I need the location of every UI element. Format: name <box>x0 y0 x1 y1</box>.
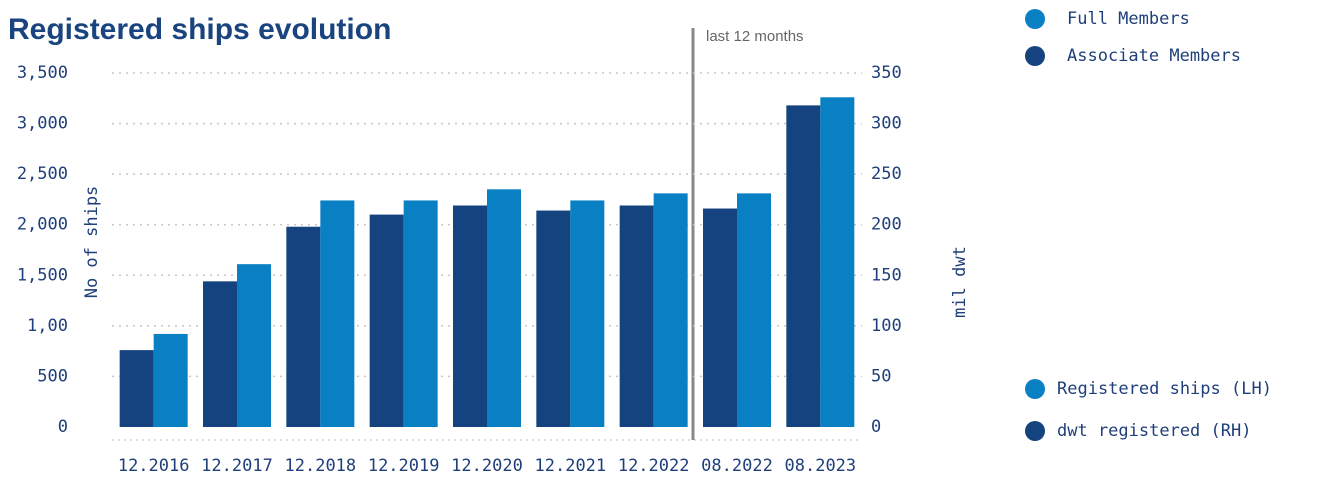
y-tick-label: 1,00 <box>27 316 68 336</box>
chart-title: Registered ships evolution <box>8 13 391 46</box>
x-tick-label: 12.2019 <box>368 456 440 476</box>
legend-label: dwt registered (RH) <box>1057 421 1251 441</box>
bar <box>203 281 237 427</box>
bar <box>786 105 821 427</box>
y-axis-label: No of ships <box>82 186 102 299</box>
y2-tick-label: 100 <box>871 316 902 336</box>
x-tick-label: 08.2022 <box>701 456 773 476</box>
y-tick-label: 2,500 <box>17 164 68 184</box>
x-tick-label: 12.2016 <box>118 456 190 476</box>
y-tick-label: 0 <box>58 417 68 437</box>
bar <box>703 208 737 427</box>
bar <box>820 97 855 427</box>
bar <box>653 193 688 427</box>
bar <box>237 264 271 427</box>
legend-swatch <box>1025 379 1045 399</box>
y-tick-label: 3,500 <box>17 63 68 83</box>
y2-tick-label: 350 <box>871 63 902 83</box>
legend-label: Associate Members <box>1067 46 1241 66</box>
y2-tick-label: 250 <box>871 164 902 184</box>
legend-swatch <box>1025 421 1045 441</box>
x-tick-label: 12.2018 <box>285 456 357 476</box>
bar <box>286 226 321 427</box>
bar <box>487 189 521 427</box>
legend-swatch <box>1025 46 1045 66</box>
y2-tick-label: 50 <box>871 366 891 386</box>
y2-tick-label: 0 <box>871 417 881 437</box>
y-tick-label: 500 <box>37 366 68 386</box>
y-tick-label: 2,000 <box>17 215 68 235</box>
legend-swatch <box>1025 9 1045 29</box>
bar <box>119 350 154 427</box>
y2-tick-label: 300 <box>871 114 902 134</box>
x-tick-label: 12.2022 <box>618 456 690 476</box>
bar <box>403 200 438 427</box>
y-tick-label: 1,500 <box>17 265 68 285</box>
x-tick-label: 12.2021 <box>535 456 607 476</box>
y2-tick-label: 200 <box>871 215 902 235</box>
legend-label: Registered ships (LH) <box>1057 379 1272 399</box>
x-tick-label: 08.2023 <box>785 456 857 476</box>
x-tick-label: 12.2017 <box>201 456 273 476</box>
bar <box>320 200 355 427</box>
legend-label: Full Members <box>1067 9 1190 29</box>
bar <box>369 214 404 427</box>
x-tick-label: 12.2020 <box>451 456 523 476</box>
y-tick-label: 3,000 <box>17 114 68 134</box>
annotation: last 12 months <box>706 28 804 45</box>
bar <box>536 210 571 427</box>
y2-axis-label: mil dwt <box>950 246 970 318</box>
y2-tick-label: 150 <box>871 265 902 285</box>
bar <box>153 333 188 427</box>
bar <box>737 193 771 427</box>
bar <box>453 205 487 427</box>
bar <box>619 205 654 427</box>
bar <box>570 200 605 427</box>
